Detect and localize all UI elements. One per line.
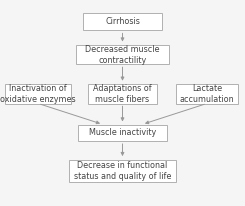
- FancyBboxPatch shape: [83, 13, 162, 30]
- FancyBboxPatch shape: [5, 84, 71, 103]
- Text: Decrease in functional
status and quality of life: Decrease in functional status and qualit…: [74, 161, 171, 181]
- FancyBboxPatch shape: [176, 84, 238, 103]
- Text: Cirrhosis: Cirrhosis: [105, 17, 140, 26]
- Text: Inactivation of
oxidative enzymes: Inactivation of oxidative enzymes: [0, 84, 76, 104]
- FancyBboxPatch shape: [69, 160, 176, 182]
- FancyBboxPatch shape: [88, 84, 157, 103]
- FancyBboxPatch shape: [78, 125, 167, 141]
- Text: Decreased muscle
contractility: Decreased muscle contractility: [85, 44, 160, 65]
- Text: Lactate
accumulation: Lactate accumulation: [180, 84, 234, 104]
- FancyBboxPatch shape: [76, 45, 169, 64]
- Text: Adaptations of
muscle fibers: Adaptations of muscle fibers: [93, 84, 152, 104]
- Text: Muscle inactivity: Muscle inactivity: [89, 128, 156, 137]
